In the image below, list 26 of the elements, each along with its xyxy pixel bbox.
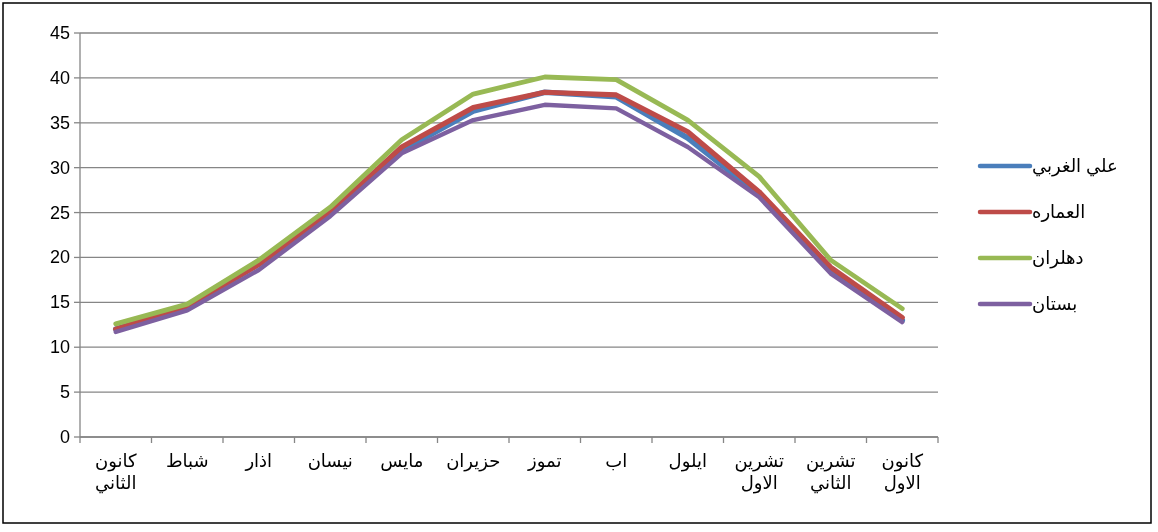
x-tick-label: شباط	[165, 451, 209, 471]
x-tick-label: كانون الثاني	[94, 451, 137, 494]
y-tick-label: 15	[49, 292, 70, 313]
legend-label: دهلران	[1032, 248, 1084, 269]
x-tick-label: تشرين الاول	[734, 451, 785, 494]
y-tick-label: 20	[49, 247, 70, 268]
x-tick-label: ايلول	[668, 451, 707, 472]
x-tick-label: تموز	[527, 451, 562, 472]
y-tick-label: 45	[49, 23, 70, 43]
x-tick-label: اذار	[244, 451, 273, 471]
y-tick-label: 5	[59, 382, 70, 403]
y-tick-label: 40	[49, 67, 70, 88]
x-tick-label: مايس	[380, 451, 424, 471]
y-tick-label: 0	[59, 427, 70, 447]
legend-label: علي الغربي	[1032, 156, 1118, 177]
x-tick-label: نيسان	[307, 451, 353, 471]
y-tick-label: 35	[49, 112, 70, 133]
legend-label: بستان	[1032, 294, 1078, 314]
x-tick-label: تشرين الثاني	[805, 451, 856, 494]
y-tick-label: 25	[49, 202, 70, 223]
x-tick-label: حزيران	[446, 451, 501, 472]
legend-label: العماره	[1032, 202, 1086, 222]
y-tick-label: 10	[49, 337, 70, 358]
x-tick-label: اب	[605, 451, 628, 471]
y-tick-label: 30	[49, 157, 70, 178]
x-tick-label: كانون الاول	[881, 451, 924, 494]
